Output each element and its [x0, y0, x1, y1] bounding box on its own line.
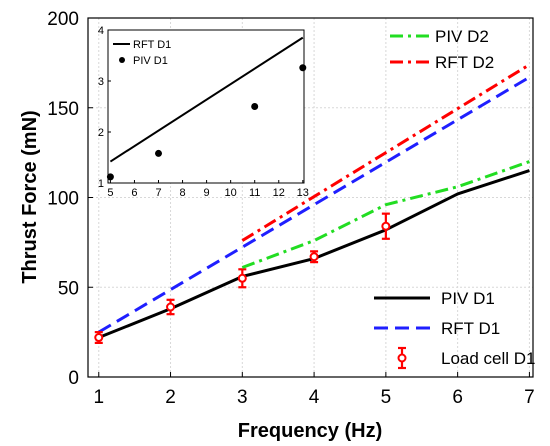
legend-marker-sample	[397, 353, 407, 363]
inset-legend-marker	[119, 57, 125, 63]
inset-background	[108, 30, 304, 183]
inset-legend: RFT D1 PIV D1	[113, 39, 171, 67]
load-cell-point	[381, 221, 391, 231]
inset-legend-label: RFT D1	[133, 39, 171, 51]
legend-label: RFT D1	[441, 319, 500, 338]
inset-rft-line	[109, 36, 304, 163]
y-tick-label: 200	[47, 9, 79, 30]
legend-label: PIV D2	[435, 27, 489, 46]
load-cell-point	[309, 252, 319, 262]
y-axis-title: Thrust Force (mN)	[19, 110, 41, 283]
load-cell-point	[166, 302, 176, 312]
y-tick-label: 50	[58, 278, 79, 299]
x-tick-label: 4	[309, 387, 320, 408]
inset-x-tick-label: 7	[155, 187, 161, 199]
inset-y-tick-label: 4	[98, 25, 104, 37]
inset-x-tick-label: 10	[225, 187, 237, 199]
x-tick-label: 1	[93, 387, 104, 408]
y-tick-label: 150	[47, 99, 79, 120]
inset-x-tick-label: 9	[204, 187, 210, 199]
inset-piv-point	[155, 149, 163, 157]
legend-label: Load cell D1	[441, 349, 536, 368]
main-series-group	[94, 63, 531, 344]
inset-piv-point	[106, 173, 114, 181]
series-line-rft-d2	[241, 63, 531, 242]
legend-bottom-right: PIV D1 RFT D1 Load cell D1	[374, 289, 536, 370]
inset-frame	[107, 29, 305, 184]
inset-y-tick-label: 2	[98, 127, 104, 139]
x-tick-label: 7	[524, 387, 535, 408]
load-cell-point	[237, 273, 247, 283]
inset-x-tick-label: 12	[273, 187, 285, 199]
inset-legend-label: PIV D1	[133, 55, 168, 67]
inset-x-tick-label: 6	[131, 187, 137, 199]
series-line-piv-d2	[241, 160, 530, 269]
legend-label: RFT D2	[435, 53, 494, 72]
x-axis-title: Frequency (Hz)	[238, 420, 382, 442]
inset-x-tick-label: 8	[179, 187, 185, 199]
x-tick-label: 3	[237, 387, 248, 408]
legend-top-right: PIV D2 RFT D2	[390, 27, 494, 72]
load-cell-point	[94, 333, 104, 343]
inset-y-tick-label: 3	[98, 76, 104, 88]
inset-piv-point	[299, 64, 307, 72]
inset-piv-point	[251, 103, 259, 110]
inset-series-group	[106, 36, 307, 181]
y-tick-label: 0	[68, 368, 79, 389]
legend-label: PIV D1	[441, 289, 495, 308]
x-tick-label: 6	[452, 387, 463, 408]
inset-x-tick-label: 11	[249, 187, 260, 199]
inset-y-tick-label: 1	[98, 178, 104, 190]
inset-x-tick-label: 13	[297, 187, 309, 199]
inset-x-tick-label: 5	[107, 187, 113, 199]
y-tick-label: 100	[47, 189, 79, 210]
x-tick-label: 5	[381, 387, 392, 408]
x-tick-label: 2	[165, 387, 176, 408]
